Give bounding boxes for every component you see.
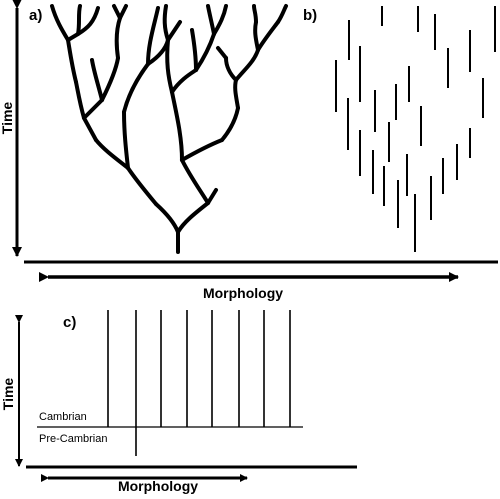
cambrian-label: Cambrian <box>39 411 87 423</box>
phylogenetic-tree <box>50 4 288 254</box>
cambrian-lines <box>37 310 303 456</box>
pre-cambrian-label: Pre-Cambrian <box>39 433 107 445</box>
time-label-bottom: Time <box>0 378 16 411</box>
panel-c-label: c) <box>63 314 76 331</box>
range-lines <box>335 6 496 252</box>
time-label-top: Time <box>0 102 15 135</box>
bottom-axes: Time Morphology <box>0 315 357 494</box>
panel-b-label: b) <box>303 7 317 24</box>
morphology-label-top: Morphology <box>203 285 283 301</box>
morphology-label-bottom: Morphology <box>118 478 198 494</box>
top-axes: Time Morphology <box>0 0 498 301</box>
panel-a-label: a) <box>29 7 42 24</box>
